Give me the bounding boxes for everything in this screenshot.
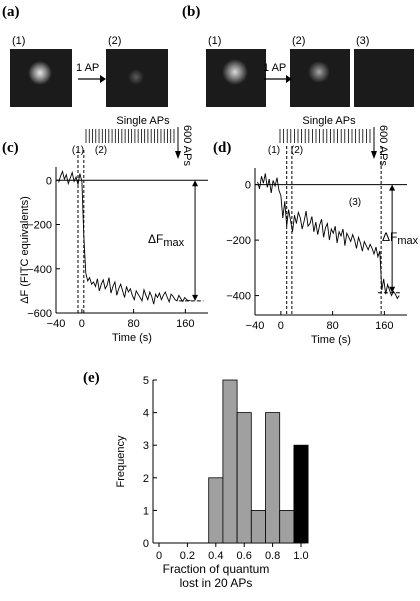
- frame-label-b3: (3): [356, 35, 370, 47]
- y-tick-label: 1: [143, 505, 149, 517]
- frame-label-a1: (1): [12, 35, 26, 47]
- event-marker-label: (2): [291, 145, 303, 156]
- x-tick-label: 1.0: [293, 550, 308, 562]
- y-tick-label: 0: [245, 180, 251, 192]
- delta-f-max-subscript: max: [163, 237, 184, 249]
- panel-label-b: (b): [182, 4, 201, 20]
- chart-e: 0 1 2 3 4 5 0 0.2 0.4 0.6 0.8 1.0 Frequency Fraction …: [115, 375, 309, 590]
- stimulus-train: [85, 129, 175, 143]
- series-trace: [257, 173, 400, 300]
- frame-label-a2: (2): [108, 35, 122, 47]
- series-trace: [58, 169, 191, 305]
- y-tick-label: 2: [143, 473, 149, 485]
- stimulus-train: [279, 129, 371, 143]
- micrograph-a1: [10, 49, 72, 107]
- stimulus-label: Single APs: [302, 115, 356, 127]
- arrow-a-icon: [78, 75, 106, 83]
- panel-label-e: (e): [83, 370, 100, 386]
- x-tick-label: 80: [326, 320, 338, 332]
- x-tick-label: 0.4: [208, 550, 223, 562]
- x-tick-label: 0: [79, 318, 85, 330]
- y-axis-label: ΔF (FITC equivalents): [19, 196, 31, 304]
- y-tick-label: 0: [143, 538, 149, 550]
- train-label: 600 APs: [377, 125, 389, 166]
- delta-arrow-head-down: [192, 294, 199, 301]
- x-axis-label: Time (s): [311, 334, 351, 346]
- x-tick-label: −40: [246, 320, 265, 332]
- delta-arrow-head-up: [389, 184, 396, 191]
- x-tick-label: 0.8: [265, 550, 280, 562]
- y-tick-label: −400: [27, 264, 52, 276]
- delta-f-max-label: ΔFmax: [382, 230, 419, 247]
- x-tick-label: 160: [375, 320, 393, 332]
- event-marker-label: (1): [268, 145, 280, 156]
- x-axis-label-line2: lost in 20 APs: [180, 576, 253, 590]
- train-arrow-head: [175, 151, 181, 159]
- train-arrow-head: [371, 151, 377, 159]
- y-tick-label: −200: [27, 220, 52, 232]
- y-axis-label: Frequency: [115, 435, 127, 487]
- micrograph-b2: [290, 49, 350, 107]
- event-marker-label: (2): [95, 145, 107, 156]
- x-tick-label: 0: [156, 550, 162, 562]
- y-tick-label: 4: [143, 408, 149, 420]
- stimulus-label-b: 1 AP: [263, 62, 287, 74]
- x-tick-label: 0.2: [180, 550, 195, 562]
- histogram-bar: [222, 379, 238, 544]
- histogram-bar: [293, 444, 309, 544]
- histogram-bar: [236, 412, 252, 544]
- x-tick-label: 0.6: [237, 550, 252, 562]
- delta-arrow-head-up: [192, 180, 199, 187]
- histogram-bar: [250, 509, 266, 544]
- histogram-bar: [265, 412, 281, 544]
- y-tick-label: 5: [143, 375, 149, 387]
- panel-label-c: (c): [2, 140, 19, 156]
- delta-arrow-head-down: [389, 286, 396, 293]
- frame-label-b1: (1): [208, 35, 222, 47]
- panel-label-a: (a): [2, 4, 20, 20]
- micrograph-b1: [206, 49, 266, 107]
- micrograph-b3: [354, 49, 414, 107]
- micrograph-a2: [106, 49, 168, 107]
- event-marker-label: (1): [72, 145, 84, 156]
- stimulus-label-a: 1 AP: [76, 62, 100, 74]
- stimulus-label: Single APs: [116, 115, 170, 127]
- arrow-b-icon: [264, 75, 292, 83]
- event-marker-label: (3): [349, 197, 361, 208]
- x-axis-label-line1: Fraction of quantum: [163, 562, 270, 576]
- y-tick-label: 0: [46, 175, 52, 187]
- x-axis-label: Time (s): [112, 332, 152, 344]
- x-tick-label: 80: [127, 318, 139, 330]
- frame-label-b2: (2): [292, 35, 306, 47]
- x-tick-label: −40: [47, 318, 66, 330]
- train-label: 600 APs: [181, 125, 193, 166]
- y-tick-label: −200: [226, 235, 251, 247]
- panel-label-d: (d): [213, 140, 232, 156]
- x-tick-label: 0: [278, 320, 284, 332]
- delta-f-max-subscript: max: [397, 235, 418, 247]
- x-tick-label: 160: [176, 318, 194, 330]
- histogram-bar: [279, 509, 295, 544]
- y-tick-label: −400: [226, 291, 251, 303]
- y-tick-label: 3: [143, 440, 149, 452]
- y-tick-label: −600: [27, 308, 52, 320]
- delta-f-max-label: ΔFmax: [148, 232, 185, 249]
- histogram-bar: [208, 477, 224, 544]
